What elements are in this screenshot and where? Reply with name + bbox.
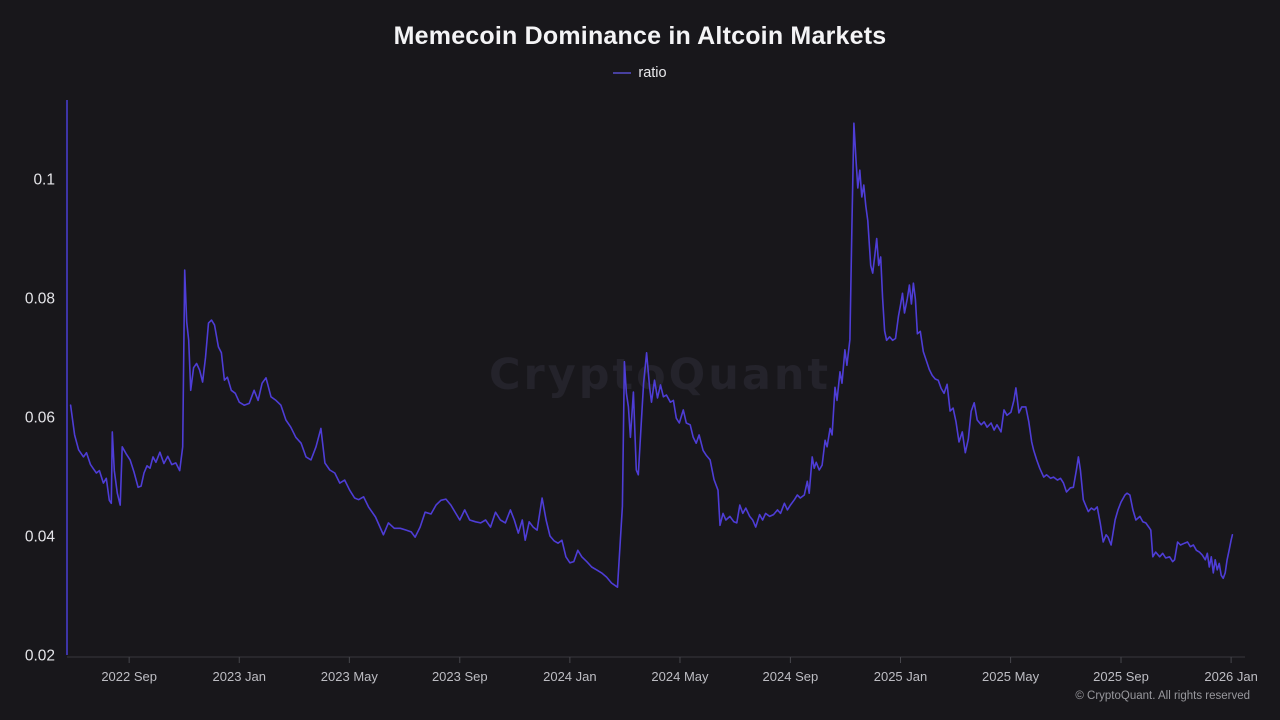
x-axis-label: 2025 Jan [874, 669, 928, 684]
x-axis-label: 2023 Jan [213, 669, 267, 684]
y-axis-label: 0.04 [25, 529, 56, 546]
x-axis-label: 2024 May [651, 669, 709, 684]
x-axis-label: 2025 May [982, 669, 1040, 684]
x-axis-label: 2026 Jan [1204, 669, 1258, 684]
y-axis-label: 0.06 [25, 410, 55, 427]
legend[interactable]: ratio [0, 64, 1280, 82]
y-axis-label: 0.08 [25, 291, 55, 308]
x-axis-label: 2023 May [321, 669, 379, 684]
y-axis-label: 0.02 [25, 648, 55, 665]
x-axis-label: 2024 Sep [763, 669, 819, 684]
legend-label-ratio[interactable]: ratio [638, 65, 667, 81]
x-axis-label: 2025 Sep [1093, 669, 1149, 684]
chart-title: Memecoin Dominance in Altcoin Markets [393, 22, 887, 50]
x-axis-label: 2022 Sep [101, 669, 157, 684]
x-axis-label: 2023 Sep [432, 669, 488, 684]
legend-line-swatch [613, 72, 632, 74]
copyright-note: © CryptoQuant. All rights reserved [1075, 690, 1250, 702]
y-axis-label: 0.1 [33, 172, 55, 189]
x-axis-label: 2024 Jan [543, 669, 597, 684]
ratio-series-line[interactable] [69, 122, 1234, 588]
